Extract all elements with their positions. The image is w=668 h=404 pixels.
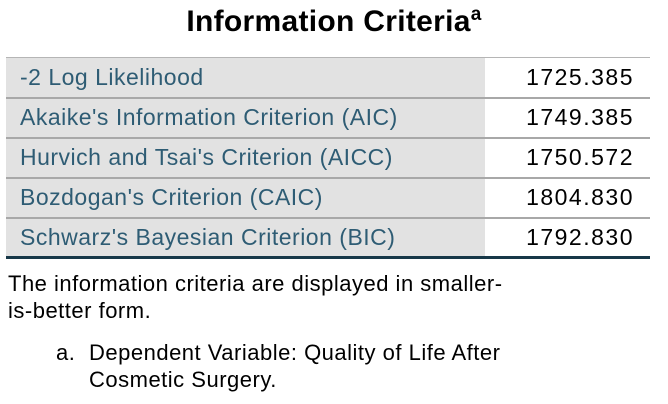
page-title: Information Criteriaa <box>0 0 668 45</box>
table-row: Bozdogan's Criterion (CAIC) 1804.830 <box>6 177 650 219</box>
row-label: Hurvich and Tsai's Criterion (AICC) <box>6 137 485 179</box>
spss-output-panel: Information Criteriaa -2 Log Likelihood … <box>0 0 668 393</box>
row-value: 1792.830 <box>485 217 650 258</box>
row-value: 1804.830 <box>485 177 650 219</box>
title-footnote-marker: a <box>470 4 482 25</box>
table-body: -2 Log Likelihood 1725.385 Akaike's Info… <box>6 57 650 258</box>
footnote-text: Dependent Variable: Quality of Life Afte… <box>89 339 500 393</box>
table-row: Schwarz's Bayesian Criterion (BIC) 1792.… <box>6 217 650 258</box>
table-row: -2 Log Likelihood 1725.385 <box>6 57 650 99</box>
table-row: Akaike's Information Criterion (AIC) 174… <box>6 97 650 139</box>
footnote-marker: a. <box>56 340 76 365</box>
footnote-a: a. Dependent Variable: Quality of Life A… <box>0 339 668 393</box>
caption-line-2: is-better form. <box>8 298 152 323</box>
row-label: Akaike's Information Criterion (AIC) <box>6 97 485 139</box>
table-caption: The information criteria are displayed i… <box>8 270 668 324</box>
caption-line-1: The information criteria are displayed i… <box>8 271 503 296</box>
row-value: 1725.385 <box>485 57 650 99</box>
row-label: -2 Log Likelihood <box>6 57 485 99</box>
footnote-line-1: Dependent Variable: Quality of Life Afte… <box>89 340 501 365</box>
row-label: Bozdogan's Criterion (CAIC) <box>6 177 485 219</box>
row-label: Schwarz's Bayesian Criterion (BIC) <box>6 217 485 258</box>
title-text: Information Criteria <box>186 5 471 38</box>
row-value: 1750.572 <box>485 137 650 179</box>
table-row: Hurvich and Tsai's Criterion (AICC) 1750… <box>6 137 650 179</box>
row-value: 1749.385 <box>485 97 650 139</box>
information-criteria-table: -2 Log Likelihood 1725.385 Akaike's Info… <box>6 57 650 259</box>
footnote-line-2: Cosmetic Surgery. <box>89 367 277 392</box>
